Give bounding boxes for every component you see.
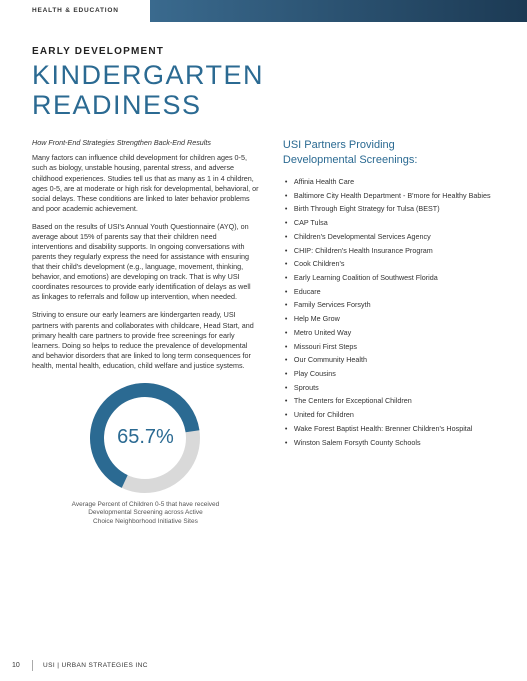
list-item: Baltimore City Health Department - B'mor… [285, 191, 499, 201]
footer-org-label: USI | URBAN STRATEGIES INC [32, 660, 148, 671]
list-item: Children's Developmental Services Agency [285, 232, 499, 242]
list-item: Affinia Health Care [285, 177, 499, 187]
partners-heading-l2: Developmental Screenings: [283, 154, 418, 166]
list-item: Help Me Grow [285, 314, 499, 324]
page-footer: 10 USI | URBAN STRATEGIES INC [0, 660, 148, 671]
donut-caption: Average Percent of Children 0-5 that hav… [32, 501, 259, 526]
partners-list: Affinia Health Care Baltimore City Healt… [283, 177, 499, 447]
left-column: How Front-End Strategies Strengthen Back… [32, 138, 259, 526]
caption-l2: Developmental Screening across Active [88, 509, 203, 516]
list-item: United for Children [285, 410, 499, 420]
header-bar: HEALTH & EDUCATION [0, 0, 527, 22]
section-label: EARLY DEVELOPMENT [32, 46, 499, 57]
list-item: Family Services Forsyth [285, 300, 499, 310]
list-item: Birth Through Eight Strategy for Tulsa (… [285, 204, 499, 214]
paragraph-3: Striving to ensure our early learners ar… [32, 310, 259, 370]
right-column: USI Partners Providing Developmental Scr… [283, 138, 499, 526]
caption-l1: Average Percent of Children 0-5 that hav… [72, 501, 220, 508]
donut-chart-wrap: 65.7% Average Percent of Children 0-5 th… [32, 383, 259, 526]
list-item: Cook Children's [285, 259, 499, 269]
list-item: Early Learning Coalition of Southwest Fl… [285, 273, 499, 283]
headline-line1: KINDERGARTEN [32, 60, 264, 90]
list-item: CHIP: Children's Health Insurance Progra… [285, 246, 499, 256]
paragraph-2: Based on the results of USI's Annual You… [32, 222, 259, 303]
page-content: EARLY DEVELOPMENT KINDERGARTEN READINESS… [0, 22, 527, 526]
header-category-label: HEALTH & EDUCATION [0, 0, 150, 22]
list-item: Missouri First Steps [285, 342, 499, 352]
partners-heading: USI Partners Providing Developmental Scr… [283, 138, 499, 167]
list-item: Educare [285, 287, 499, 297]
two-column-layout: How Front-End Strategies Strengthen Back… [32, 138, 499, 526]
list-item: Our Community Health [285, 355, 499, 365]
donut-chart: 65.7% [90, 383, 200, 493]
intro-emphasis: How Front-End Strategies Strengthen Back… [32, 138, 259, 147]
list-item: Winston Salem Forsyth County Schools [285, 438, 499, 448]
list-item: The Centers for Exceptional Children [285, 396, 499, 406]
list-item: Sprouts [285, 383, 499, 393]
list-item: Play Cousins [285, 369, 499, 379]
list-item: Metro United Way [285, 328, 499, 338]
list-item: CAP Tulsa [285, 218, 499, 228]
headline-line2: READINESS [32, 90, 202, 120]
partners-heading-l1: USI Partners Providing [283, 139, 395, 151]
donut-percent-label: 65.7% [90, 383, 200, 493]
caption-l3: Choice Neighborhood Initiative Sites [93, 518, 198, 525]
paragraph-1: Many factors can influence child develop… [32, 153, 259, 213]
list-item: Wake Forest Baptist Health: Brenner Chil… [285, 424, 499, 434]
page-title: KINDERGARTEN READINESS [32, 61, 499, 120]
header-accent-bar [150, 0, 527, 22]
page-number: 10 [0, 662, 32, 669]
